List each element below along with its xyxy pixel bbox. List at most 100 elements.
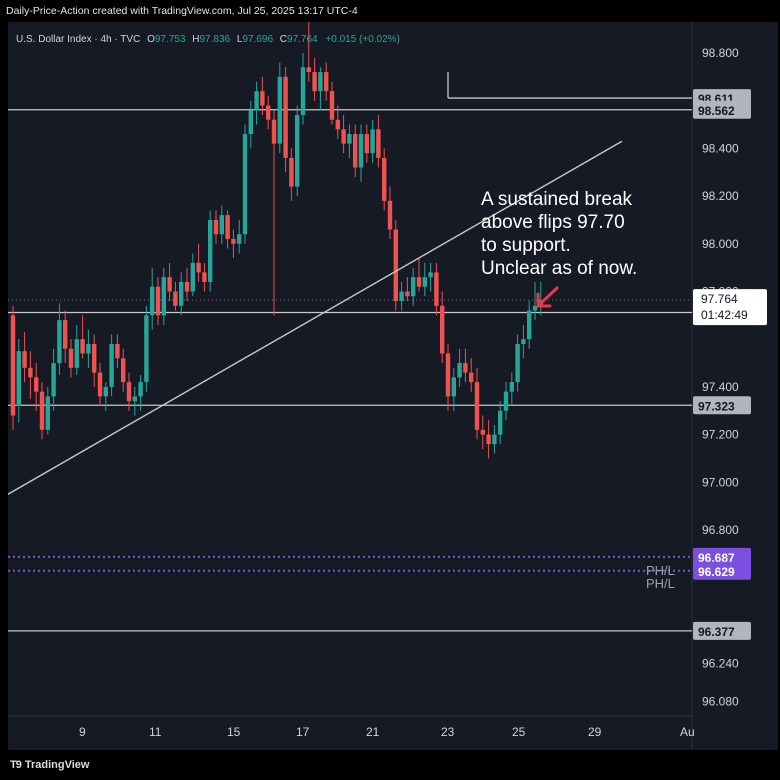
candle-body xyxy=(16,351,21,406)
candle-body xyxy=(277,76,282,144)
low-label: L xyxy=(237,34,243,45)
candle-body xyxy=(155,286,161,316)
price-tick-label: 96.080 xyxy=(702,695,739,709)
candle-body xyxy=(271,119,277,144)
candle-body xyxy=(329,91,335,120)
symbol-name-text: U.S. Dollar Index · 4h · TVC xyxy=(16,34,140,45)
candle-body xyxy=(445,353,451,397)
candle-body xyxy=(248,110,253,135)
candle-body xyxy=(457,363,462,378)
candle-body xyxy=(138,382,143,397)
brand-name: TradingView xyxy=(24,759,90,771)
change-value: +0.015 (+0.02%) xyxy=(325,34,400,45)
candle-body xyxy=(28,367,33,378)
candle-body xyxy=(428,272,433,278)
candle-body xyxy=(213,219,219,235)
candle-body xyxy=(237,234,242,244)
candle-body xyxy=(86,343,91,354)
candle-body xyxy=(144,315,149,383)
ph-l-tag: PH/L xyxy=(646,576,675,591)
candle-body xyxy=(358,134,364,168)
annotation-line-2: above flips 97.70 xyxy=(481,212,625,233)
price-line-tag-text: 96.377 xyxy=(698,625,735,639)
time-ticks: 9 11 15 17 21 23 25 29 Au xyxy=(79,725,695,739)
candle-body xyxy=(196,262,201,273)
candle-body xyxy=(527,310,532,340)
candle-body xyxy=(335,119,340,130)
candle-body xyxy=(300,67,306,116)
price-line-tag xyxy=(693,396,751,415)
candle-body xyxy=(295,115,300,187)
price-line-tag xyxy=(693,100,751,119)
countdown-timer: 01:42:49 xyxy=(701,308,748,322)
candle-body xyxy=(208,219,213,282)
annotation-note[interactable]: A sustained break above flips 97.70 to s… xyxy=(481,189,637,308)
candle-body xyxy=(492,434,497,445)
candle-body xyxy=(202,272,207,282)
candle-body xyxy=(498,410,503,435)
price-chart[interactable]: 98.80098.40098.20098.00097.80097.40097.2… xyxy=(7,14,778,750)
price-line-tag-text: 97.323 xyxy=(698,399,735,413)
candle-body xyxy=(68,348,74,368)
candle-body xyxy=(347,134,352,144)
candle-body xyxy=(515,343,520,383)
candle-body xyxy=(97,372,103,397)
candle-body xyxy=(57,320,62,364)
low-value: 97.696 xyxy=(242,34,273,45)
candle-body xyxy=(469,372,474,383)
price-tick-label: 98.400 xyxy=(702,141,739,155)
candle-body xyxy=(22,351,27,368)
candle-body xyxy=(283,76,288,158)
candle-body xyxy=(63,320,68,349)
candle-body xyxy=(341,129,346,144)
current-price-value: 97.764 xyxy=(701,292,738,306)
candle-body xyxy=(509,382,514,392)
candle-body xyxy=(150,286,155,316)
candle-body xyxy=(266,105,271,120)
candle-body xyxy=(103,386,108,397)
open-label: O xyxy=(147,34,155,45)
arrow-down-left-icon xyxy=(536,286,559,308)
open-value: 97.753 xyxy=(155,34,186,45)
candle-body xyxy=(387,200,393,230)
time-tick-label: 29 xyxy=(588,725,602,739)
time-tick-label: 17 xyxy=(296,725,310,739)
candle-body xyxy=(74,339,79,368)
candle-body xyxy=(405,291,410,297)
candle-body xyxy=(440,305,445,354)
tradingview-brand[interactable]: T9 TradingView xyxy=(10,759,89,771)
candle-body xyxy=(422,277,427,287)
candle-body xyxy=(173,291,178,306)
candle-body xyxy=(434,272,439,306)
candle-body xyxy=(376,129,381,158)
footer-bar: T9 TradingView xyxy=(0,752,780,780)
time-tick-label: Au xyxy=(680,725,695,739)
candle-body xyxy=(370,129,375,154)
annotation-line-3: to support. xyxy=(481,235,571,256)
candle-body xyxy=(474,382,480,430)
candle-body xyxy=(92,343,97,373)
candle-body xyxy=(10,315,16,416)
candle-body xyxy=(393,229,398,302)
price-line-tag-text: 98.562 xyxy=(698,104,735,118)
candle-body xyxy=(260,91,265,106)
candle-body xyxy=(353,134,358,168)
price-tick-label: 97.200 xyxy=(702,428,739,442)
candle-body xyxy=(318,72,323,92)
candle-body xyxy=(179,281,184,306)
current-price-tag xyxy=(693,289,767,326)
candle-body xyxy=(521,339,526,344)
candle-body xyxy=(486,434,491,445)
tradingview-logo-icon: T9 xyxy=(10,759,22,771)
candle-body xyxy=(80,339,85,354)
candle-body xyxy=(312,72,317,92)
ph-l-tag: PH/L xyxy=(646,563,675,578)
price-tick-label: 98.000 xyxy=(702,237,739,251)
candle-body xyxy=(480,429,485,435)
candle-body xyxy=(503,391,509,411)
high-label: H xyxy=(192,34,199,45)
candle-body xyxy=(289,157,294,187)
candle-body xyxy=(39,391,45,430)
chart-svg[interactable]: 98.80098.40098.20098.00097.80097.40097.2… xyxy=(7,14,778,750)
